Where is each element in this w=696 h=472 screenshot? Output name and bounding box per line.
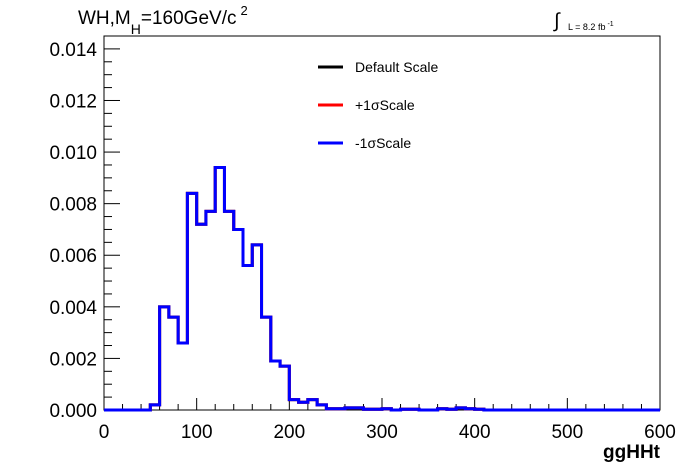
x-tick-label: 500 bbox=[551, 422, 583, 443]
legend-label: +1σScale bbox=[355, 97, 415, 113]
title-subscript: H bbox=[130, 21, 141, 37]
luminosity-exponent: -1 bbox=[607, 21, 614, 28]
series-line bbox=[104, 166, 660, 412]
y-tick-label: 0.012 bbox=[49, 91, 97, 112]
title-rest: =160GeV/c bbox=[140, 8, 237, 29]
x-tick-label: 600 bbox=[644, 422, 676, 443]
title-superscript: 2 bbox=[240, 3, 248, 18]
y-tick-label: 0.014 bbox=[49, 40, 97, 61]
legend-label: -1σScale bbox=[355, 135, 411, 151]
series-group bbox=[104, 166, 660, 412]
y-tick-label: 0.006 bbox=[49, 246, 97, 267]
y-tick-label: 0.002 bbox=[49, 349, 97, 370]
y-tick-label: 0.008 bbox=[49, 195, 97, 216]
x-axis-label: ggHHt bbox=[603, 442, 660, 463]
legend: Default Scale +1σScale -1σScale bbox=[318, 59, 438, 151]
axis-ticks: 0 100 200 300 400 500 600 0.000 0.002 0.004 0.006 0… bbox=[49, 40, 675, 443]
x-tick-label: 300 bbox=[366, 422, 398, 443]
title-main: WH,M bbox=[78, 8, 131, 29]
chart-title: WH,MH=160GeV/c 2 bbox=[78, 3, 248, 37]
legend-label: Default Scale bbox=[355, 59, 438, 75]
x-tick-label: 400 bbox=[459, 422, 491, 443]
y-tick-label: 0.000 bbox=[49, 401, 97, 422]
y-tick-label: 0.010 bbox=[49, 143, 97, 164]
x-tick-label: 200 bbox=[273, 422, 305, 443]
x-tick-label: 0 bbox=[99, 422, 110, 443]
integral-symbol: ∫ bbox=[554, 10, 560, 32]
luminosity-text: L = 8.2 fb bbox=[568, 22, 606, 32]
y-tick-label: 0.004 bbox=[49, 298, 97, 319]
x-tick-label: 100 bbox=[181, 422, 213, 443]
